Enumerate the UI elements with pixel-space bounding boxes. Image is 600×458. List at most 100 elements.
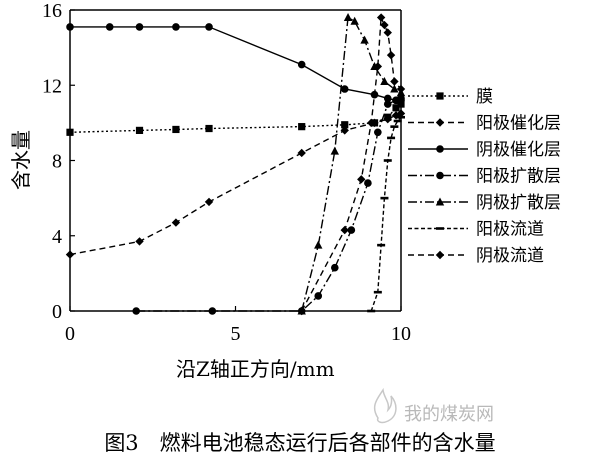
y-tick-label: 8 [52,151,62,173]
data-point [396,109,406,118]
data-point [383,94,392,103]
series-line [69,103,402,133]
data-point [367,309,376,313]
data-point [343,13,353,22]
data-point [380,196,389,200]
series-5 [297,13,406,315]
data-point [386,50,396,60]
legend-label: 阴极催化层 [476,140,561,160]
series-1 [66,100,405,136]
y-axis-title: 含水量 [9,130,33,190]
x-tick-label: 0 [65,323,75,345]
data-point [340,126,349,135]
y-tick-label: 4 [52,226,62,248]
data-point [376,13,386,22]
legend-label: 阴极流道 [476,246,544,266]
series-line [301,16,402,312]
data-point [297,60,306,69]
series-line [69,112,402,256]
data-point [341,121,349,129]
data-point [66,23,74,31]
x-tick-label: 10 [391,323,411,345]
legend-marker [435,250,445,260]
data-point [360,35,369,44]
legend-label: 阳极流道 [476,220,544,240]
legend-item: 阴极流道 [408,246,544,266]
data-point [364,179,372,187]
legend-marker [436,145,444,153]
legend-item: 阳极流道 [408,220,544,240]
series-2 [65,109,406,259]
data-point [65,250,75,259]
data-point [204,197,214,207]
data-point [383,28,392,37]
data-point [135,126,144,134]
data-point [314,240,323,249]
legend-label: 阳极催化层 [476,114,561,134]
data-point [66,128,74,136]
legend-item: 膜 [408,87,493,107]
tick-labels: 0 5 10 0 4 8 12 16 [42,0,411,345]
data-point [390,125,399,128]
axes [69,9,402,312]
x-axis-title: 沿Z轴正方向/mm [176,357,335,381]
x-tick-label: 5 [231,323,241,345]
data-point [297,306,306,316]
flame-logo-icon [373,387,397,424]
data-point [135,23,144,31]
legend-label: 阳极扩散层 [476,167,561,187]
legend-label: 阴极扩散层 [476,193,561,213]
data-point [377,243,386,247]
y-tick-label: 12 [42,75,62,97]
series-7 [297,13,406,316]
data-point [340,225,349,235]
data-point [205,23,213,31]
watermark: 我的煤炭网 [373,387,494,425]
series-layer [65,13,406,316]
legend-item: 阴极催化层 [408,140,561,160]
legend-marker [436,227,444,230]
data-point [297,148,306,158]
data-point [392,104,400,112]
figure-caption: 图3 燃料电池稳态运行后各部件的含水量 [104,431,495,455]
data-point [314,292,323,300]
data-point [298,123,306,131]
data-point [383,159,392,162]
series-6 [367,115,405,313]
data-point [171,218,181,227]
data-point [347,226,356,234]
series-3 [66,23,405,105]
legend-marker [436,171,444,180]
series-line [370,116,402,312]
data-point [172,125,180,134]
data-point [393,119,402,123]
data-point [390,77,399,86]
data-point [396,84,406,94]
data-point [383,114,392,124]
data-point [105,23,114,31]
data-point [135,237,144,246]
legend-item: 阳极扩散层 [408,167,561,187]
data-point [387,136,396,140]
y-tick-label: 0 [52,301,62,323]
data-point [330,146,339,155]
legend-marker [436,92,444,100]
tick-marks [69,9,402,312]
series-line [70,26,401,102]
legend-label: 膜 [476,87,493,107]
data-point [208,307,217,315]
data-point [331,263,339,272]
y-tick-label: 16 [42,0,62,22]
data-point [373,62,383,71]
data-point [340,85,349,93]
data-point [380,76,389,85]
data-point [205,124,213,133]
legend-item: 阴极扩散层 [408,193,561,213]
series-line [301,17,402,312]
data-point [357,175,366,184]
data-point [380,20,389,30]
data-point [367,118,376,128]
data-point [397,94,405,103]
